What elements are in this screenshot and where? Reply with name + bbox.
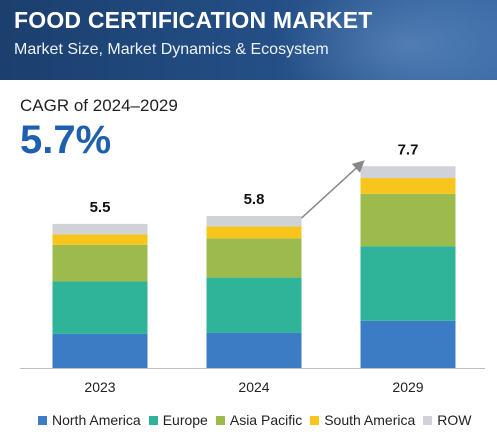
- chart-legend: North America Europe Asia Pacific South Ame…: [38, 410, 480, 430]
- x-tick-2029: 2029: [392, 379, 423, 395]
- bar-2024-europe: [206, 277, 302, 333]
- bar-2024-north-america: [206, 332, 302, 368]
- page-subtitle: Market Size, Market Dynamics & Ecosystem: [14, 41, 329, 58]
- bar-2024-row: [206, 216, 302, 227]
- legend-item-south-america: South America: [310, 412, 415, 428]
- total-label-2024: 5.8: [244, 191, 265, 208]
- legend-label: Europe: [162, 412, 208, 428]
- bar-2024-asia-pacific: [206, 238, 302, 278]
- bar-2023-europe: [52, 281, 148, 334]
- legend-label: North America: [52, 412, 141, 428]
- total-label-2029: 7.7: [398, 141, 419, 158]
- legend-item-north-america: North America: [38, 412, 141, 428]
- header-banner: FOOD CERTIFICATION MARKET Market Size, M…: [0, 0, 497, 80]
- legend-item-europe: Europe: [148, 412, 208, 428]
- growth-arrow: [300, 160, 365, 219]
- page-title: FOOD CERTIFICATION MARKET: [14, 7, 373, 33]
- bar-2029-europe: [360, 246, 456, 321]
- bar-2023-south-america: [52, 234, 148, 245]
- bar-2023-row: [52, 223, 148, 235]
- x-tick-2024: 2024: [238, 379, 269, 395]
- cagr-label: CAGR of 2024–2029: [20, 96, 178, 115]
- legend-swatch: [148, 415, 158, 425]
- legend-label: Asia Pacific: [229, 412, 303, 428]
- x-tick-2023: 2023: [84, 379, 115, 395]
- legend-label: ROW: [437, 412, 472, 428]
- cagr-value: 5.7%: [20, 118, 112, 162]
- bar-2023-asia-pacific: [52, 244, 148, 282]
- bar-2024-south-america: [206, 226, 302, 239]
- bar-2029-asia-pacific: [360, 193, 456, 247]
- bar-2029-row: [360, 166, 456, 179]
- legend-item-asia-pacific: Asia Pacific: [215, 412, 303, 428]
- legend-item-row: ROW: [423, 412, 472, 428]
- total-label-2023: 5.5: [90, 199, 111, 216]
- bar-2029-south-america: [360, 178, 456, 194]
- legend-swatch: [423, 415, 433, 425]
- bar-2029-north-america: [360, 320, 456, 368]
- legend-label: South America: [324, 412, 416, 428]
- header-glow: [277, 0, 497, 80]
- legend-swatch: [215, 415, 225, 425]
- bar-2023-north-america: [52, 333, 148, 368]
- legend-swatch: [310, 415, 320, 425]
- legend-swatch: [38, 415, 47, 425]
